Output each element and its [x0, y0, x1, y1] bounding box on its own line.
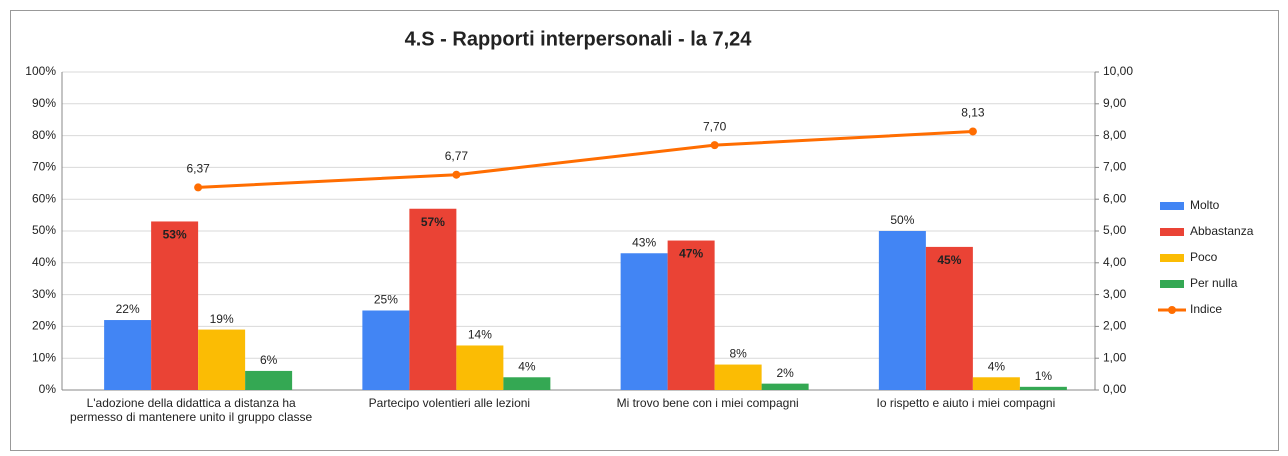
bar	[972, 377, 1020, 390]
y-tick-label: 10%	[32, 350, 56, 364]
legend-swatch	[1160, 202, 1184, 210]
y2-tick-label: 9,00	[1103, 96, 1127, 110]
chart-title: 4.S - Rapporti interpersonali - la 7,24	[405, 28, 753, 50]
x-tick-label-box: Io rispetto e aiuto i miei compagni	[876, 396, 1056, 410]
line-point	[968, 127, 977, 136]
y2-tick-label: 5,00	[1103, 223, 1127, 237]
y-tick-label: 30%	[32, 287, 56, 301]
bar	[1019, 386, 1067, 390]
x-tick-label-box: Mi trovo bene con i miei compagni	[616, 396, 799, 410]
legend-swatch	[1160, 280, 1184, 288]
line-point	[710, 141, 719, 150]
y-tick-label: 70%	[32, 160, 56, 174]
bar	[620, 253, 668, 390]
x-tick-label: Partecipo volentieri alle lezioni	[368, 396, 531, 410]
data-label: 47%	[679, 247, 703, 261]
data-label: 4%	[518, 359, 536, 373]
y-tick-label: 80%	[32, 128, 56, 142]
y-tick-label: 0%	[39, 382, 57, 396]
y-tick-label: 40%	[32, 255, 56, 269]
x-tick-label-box: L'adozione della didattica a distanza ha…	[70, 396, 313, 424]
y2-tick-label: 7,00	[1103, 160, 1127, 174]
y2-tick-label: 4,00	[1103, 255, 1127, 269]
legend-label: Poco	[1190, 250, 1218, 264]
legend-label: Per nulla	[1190, 276, 1238, 290]
bar	[925, 246, 973, 390]
bar	[151, 221, 199, 390]
data-label: 1%	[1035, 369, 1053, 383]
y2-tick-label: 8,00	[1103, 128, 1127, 142]
y2-tick-label: 2,00	[1103, 319, 1127, 333]
y-tick-label: 100%	[25, 64, 56, 78]
x-tick-label: L'adozione della didattica a distanza ha…	[70, 396, 313, 424]
y2-tick-label: 3,00	[1103, 287, 1127, 301]
bar	[456, 345, 504, 390]
data-label: 6,77	[445, 149, 469, 163]
x-tick-label: Mi trovo bene con i miei compagni	[616, 396, 799, 410]
bar	[503, 377, 551, 390]
legend-label: Molto	[1190, 198, 1220, 212]
data-label: 14%	[468, 328, 492, 342]
bar	[409, 208, 457, 390]
legend-swatch	[1160, 254, 1184, 262]
bar	[714, 364, 762, 390]
y2-tick-label: 10,00	[1103, 64, 1133, 78]
y2-tick-label: 1,00	[1103, 350, 1127, 364]
bar	[245, 370, 293, 390]
bar	[198, 329, 246, 390]
data-label: 25%	[374, 293, 398, 307]
line-point	[452, 170, 461, 179]
bar	[104, 320, 152, 390]
data-label: 4%	[988, 359, 1006, 373]
data-label: 7,70	[703, 119, 727, 133]
data-label: 22%	[116, 302, 140, 316]
x-tick-label: Io rispetto e aiuto i miei compagni	[876, 396, 1056, 410]
legend-label: Abbastanza	[1190, 224, 1254, 238]
data-label: 43%	[632, 235, 656, 249]
data-label: 6,37	[186, 162, 210, 176]
data-label: 6%	[260, 353, 278, 367]
bar	[878, 231, 926, 390]
bar	[761, 383, 809, 390]
line	[198, 129, 973, 189]
legend-label: Indice	[1190, 302, 1222, 316]
data-label: 8%	[729, 347, 747, 361]
legend-swatch	[1160, 228, 1184, 236]
data-label: 53%	[163, 228, 187, 242]
bar	[362, 310, 410, 390]
data-label: 50%	[890, 213, 914, 227]
data-label: 8,13	[961, 106, 985, 120]
y-tick-label: 60%	[32, 191, 56, 205]
data-label: 45%	[937, 253, 961, 267]
data-label: 57%	[421, 215, 445, 229]
x-tick-label-box: Partecipo volentieri alle lezioni	[368, 396, 531, 410]
y2-tick-label: 6,00	[1103, 191, 1127, 205]
data-label: 19%	[210, 312, 234, 326]
y-tick-label: 20%	[32, 319, 56, 333]
y-tick-label: 90%	[32, 96, 56, 110]
y2-tick-label: 0,00	[1103, 382, 1127, 396]
y-tick-label: 50%	[32, 223, 56, 237]
bar	[667, 240, 715, 390]
line-point	[194, 183, 203, 192]
legend-marker	[1168, 306, 1176, 314]
data-label: 2%	[776, 366, 794, 380]
